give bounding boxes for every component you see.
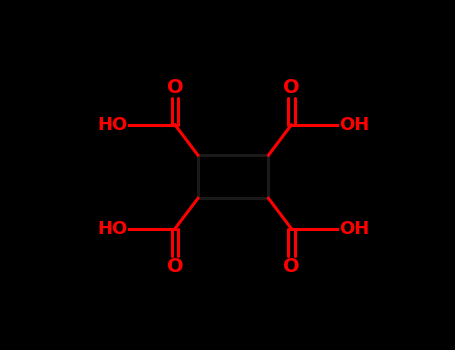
Text: O: O (283, 257, 300, 276)
Text: O: O (167, 78, 183, 97)
Text: HO: HO (97, 220, 127, 238)
Text: HO: HO (97, 116, 127, 134)
Text: OH: OH (339, 116, 369, 134)
Text: O: O (167, 257, 183, 276)
Text: O: O (283, 78, 300, 97)
Text: OH: OH (339, 220, 369, 238)
